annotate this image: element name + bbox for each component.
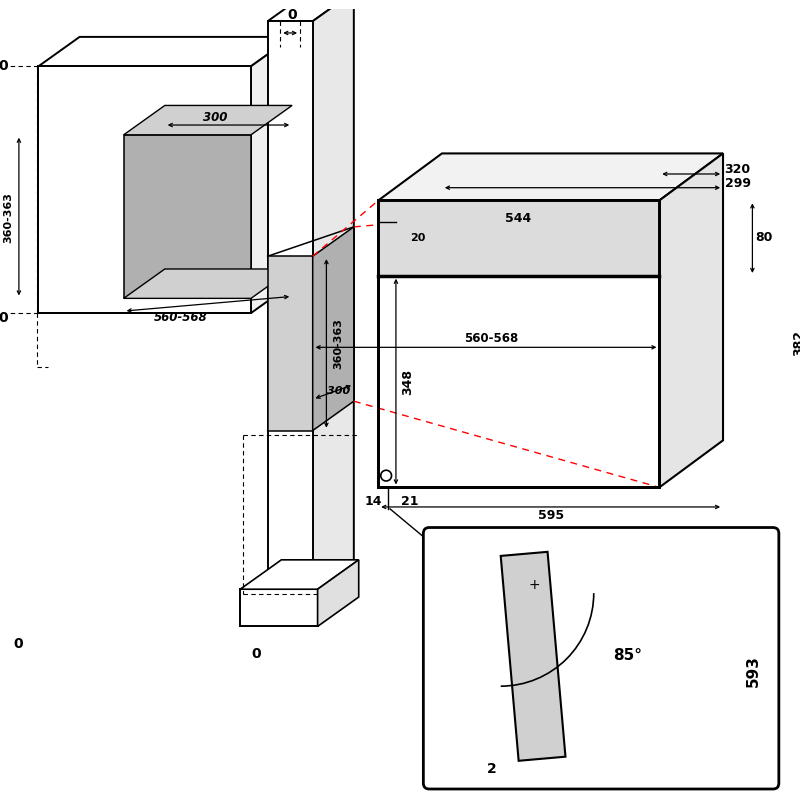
Polygon shape bbox=[378, 201, 659, 487]
Text: +: + bbox=[529, 578, 541, 592]
Polygon shape bbox=[268, 256, 313, 430]
Text: 560-568: 560-568 bbox=[154, 311, 207, 325]
Text: 85°: 85° bbox=[614, 648, 642, 663]
Text: 300: 300 bbox=[326, 386, 350, 396]
Text: 14: 14 bbox=[365, 494, 382, 507]
Text: 20: 20 bbox=[410, 233, 425, 242]
Text: 382: 382 bbox=[792, 330, 800, 357]
Text: 299: 299 bbox=[725, 178, 750, 190]
Text: 320: 320 bbox=[725, 162, 750, 175]
Text: 595: 595 bbox=[538, 510, 564, 522]
Text: 560-568: 560-568 bbox=[464, 332, 518, 345]
Polygon shape bbox=[38, 37, 292, 66]
Text: 80: 80 bbox=[755, 231, 773, 244]
Text: 2: 2 bbox=[487, 762, 497, 777]
Text: 0: 0 bbox=[0, 59, 8, 74]
Polygon shape bbox=[251, 37, 292, 313]
Polygon shape bbox=[659, 154, 723, 487]
Text: 0: 0 bbox=[13, 637, 22, 651]
Text: 0: 0 bbox=[0, 311, 8, 325]
Text: 0: 0 bbox=[287, 8, 297, 22]
Polygon shape bbox=[124, 106, 292, 135]
Text: 360-363: 360-363 bbox=[3, 192, 13, 242]
Polygon shape bbox=[378, 154, 723, 201]
Text: 300: 300 bbox=[202, 110, 227, 124]
Polygon shape bbox=[313, 0, 354, 607]
Text: 544: 544 bbox=[506, 211, 531, 225]
Text: 348: 348 bbox=[401, 369, 414, 394]
Polygon shape bbox=[313, 227, 354, 430]
Text: 593: 593 bbox=[746, 655, 761, 687]
Polygon shape bbox=[38, 66, 251, 313]
Polygon shape bbox=[378, 201, 659, 276]
Circle shape bbox=[381, 470, 391, 481]
Polygon shape bbox=[318, 560, 358, 626]
Polygon shape bbox=[268, 22, 313, 607]
Polygon shape bbox=[240, 560, 358, 590]
Polygon shape bbox=[240, 590, 318, 626]
FancyBboxPatch shape bbox=[423, 527, 779, 789]
Text: 21: 21 bbox=[401, 494, 418, 507]
Polygon shape bbox=[501, 552, 566, 761]
Polygon shape bbox=[124, 269, 292, 298]
Polygon shape bbox=[124, 135, 251, 298]
Text: 0: 0 bbox=[251, 647, 261, 661]
Polygon shape bbox=[268, 0, 354, 22]
Text: 360-363: 360-363 bbox=[333, 318, 343, 369]
